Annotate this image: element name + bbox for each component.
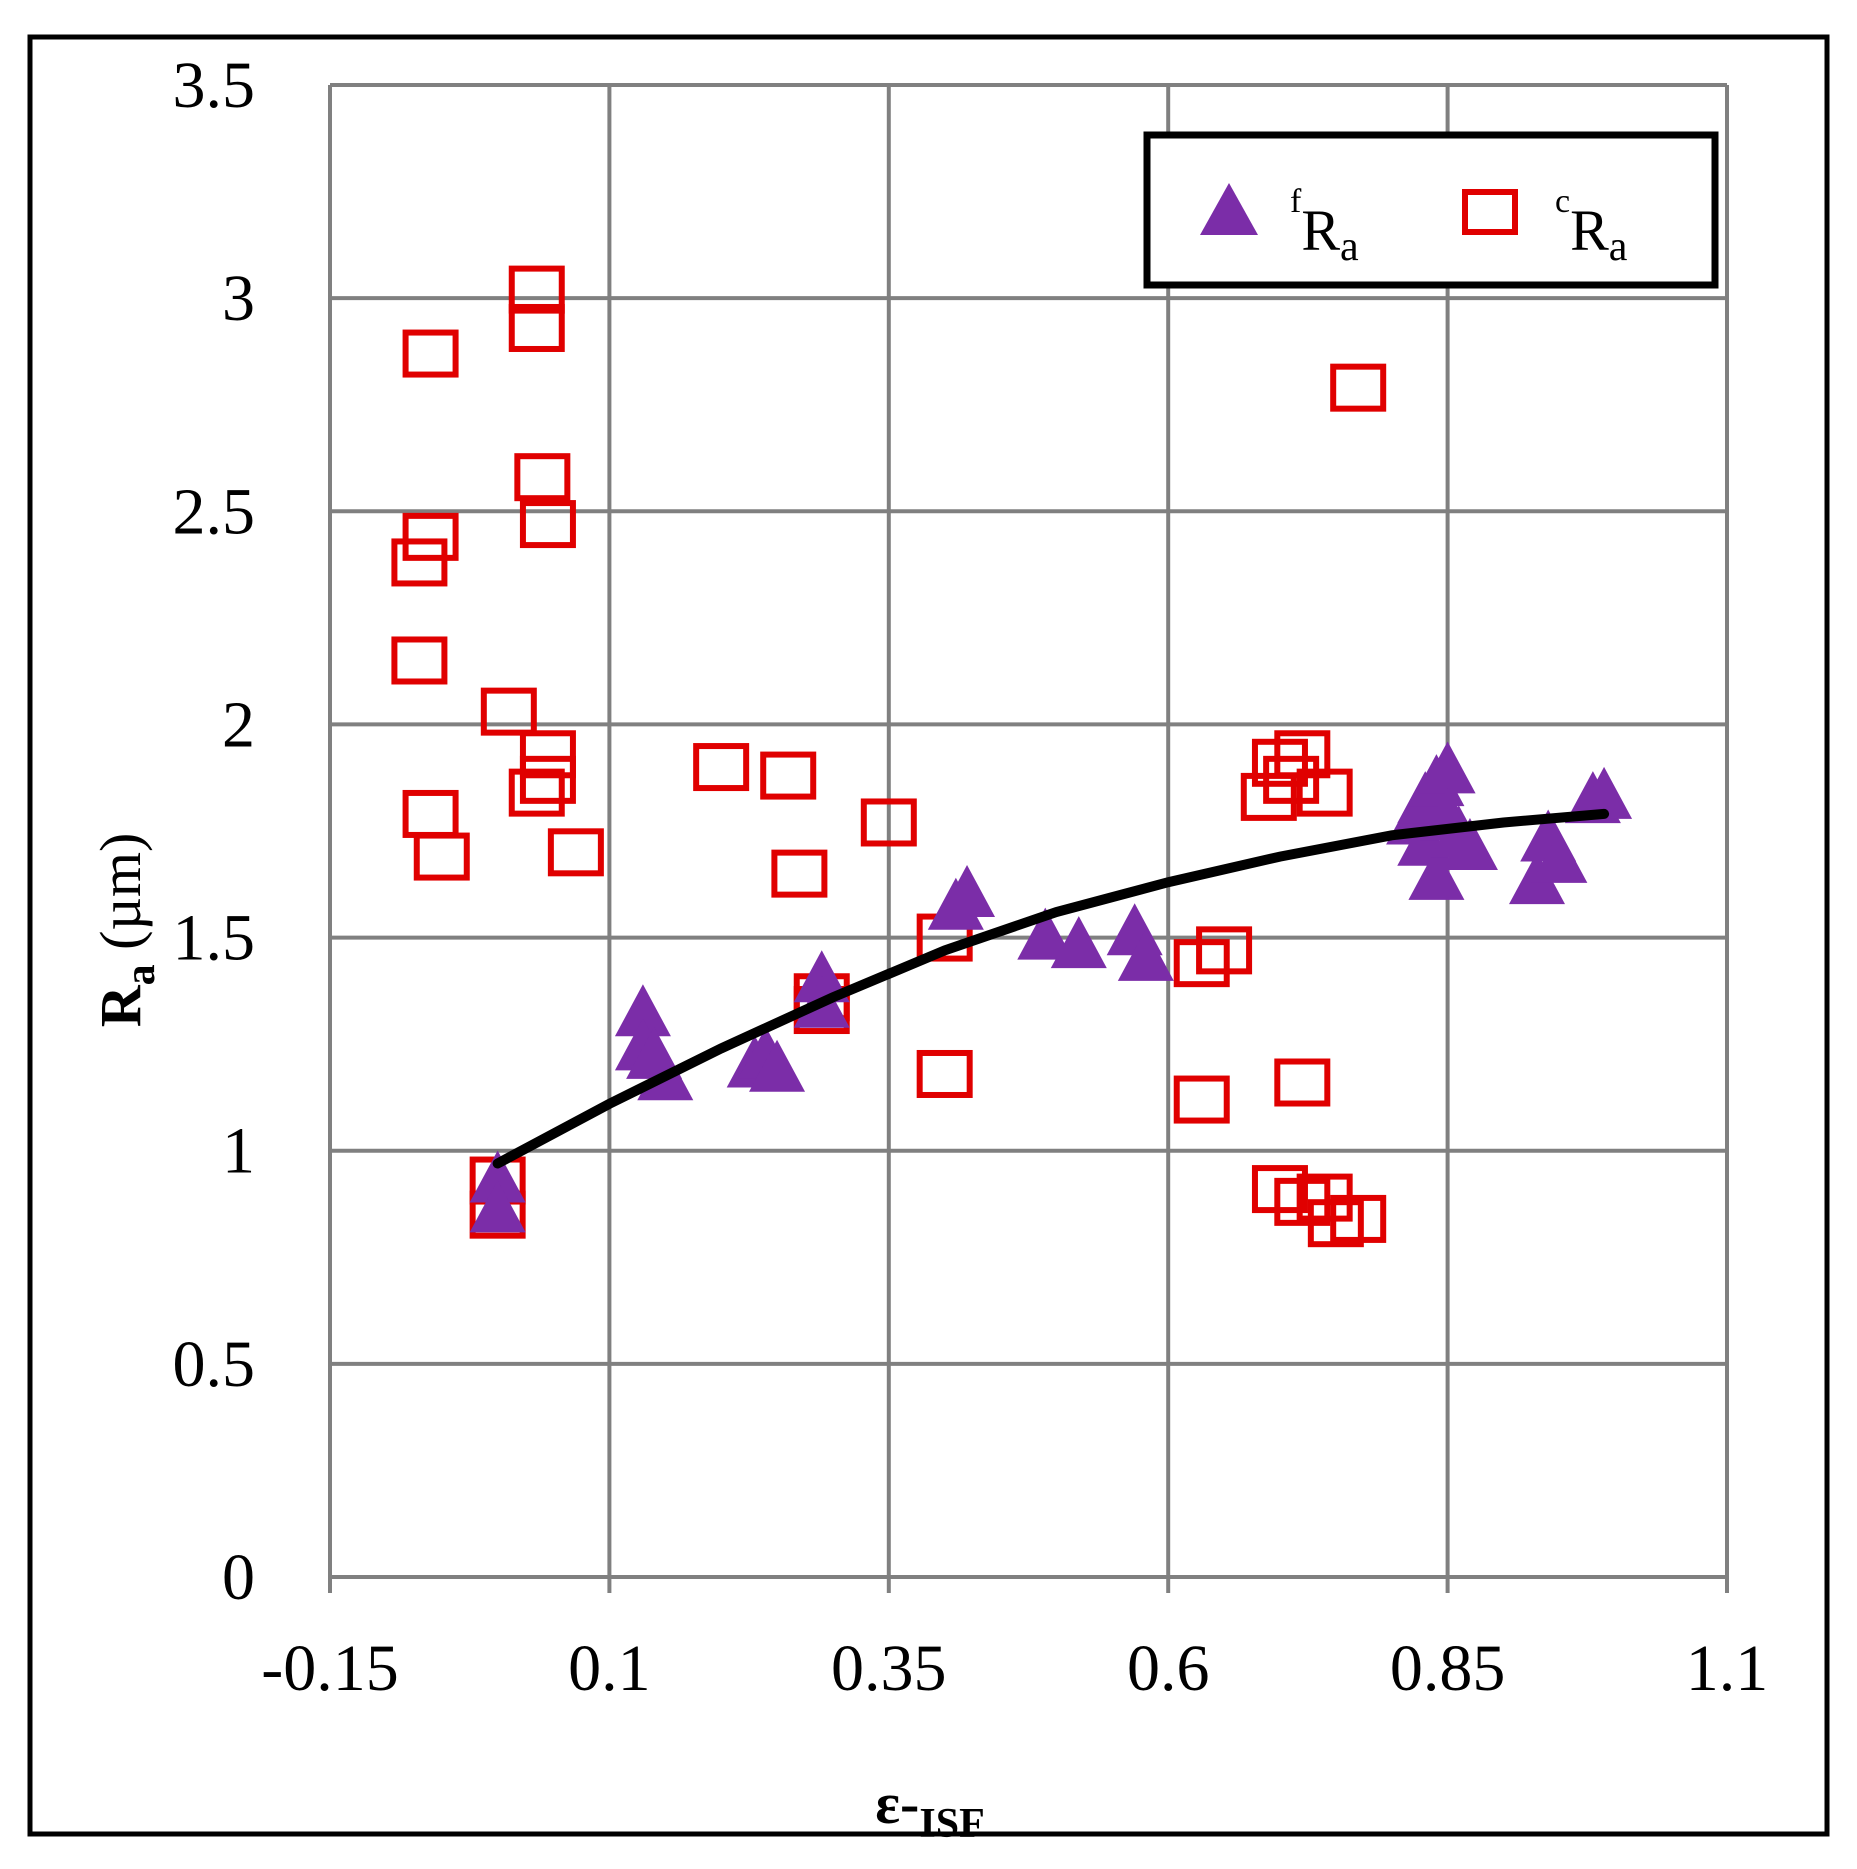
cRa-point xyxy=(514,453,571,502)
fRa-point xyxy=(1408,847,1465,900)
legend-label-fRa-sub: a xyxy=(1340,224,1359,270)
axes xyxy=(328,85,1729,1593)
cRa-point xyxy=(771,849,828,898)
trend-line-group xyxy=(492,808,1610,1169)
fRa-point xyxy=(1576,766,1633,819)
fRa-point xyxy=(1419,741,1476,794)
x-tick-label: -0.15 xyxy=(261,1632,398,1705)
cRa-point xyxy=(413,832,470,881)
legend-label-fRa-main: R xyxy=(1301,198,1340,263)
x-axis-title-sub: ISF xyxy=(919,1801,984,1847)
series-fRa xyxy=(469,741,1633,1233)
y-axis-title-main: R xyxy=(88,984,153,1027)
fRa-point xyxy=(1531,830,1588,883)
fRa-point xyxy=(469,1150,526,1203)
x-axis-title: ε-ISF xyxy=(875,1771,984,1847)
y-tick-label: 2.5 xyxy=(173,475,256,548)
y-axis-title-unit: (µm) xyxy=(88,833,153,965)
legend: fRa cRa xyxy=(1143,131,1719,289)
fRa-point xyxy=(1050,916,1107,969)
fRa-point xyxy=(749,1039,806,1092)
cRa-point xyxy=(480,687,537,736)
fRa-point xyxy=(1441,818,1498,871)
x-axis-title-main: ε- xyxy=(875,1771,919,1836)
outer-border xyxy=(27,34,1830,1837)
cRa-point xyxy=(508,265,565,314)
x-tick-label: 0.6 xyxy=(1127,1632,1210,1705)
cRa-point xyxy=(508,768,565,817)
legend-triangle-icon xyxy=(1200,183,1258,235)
y-axis-title-sub: a xyxy=(118,964,164,985)
cRa-point xyxy=(1330,1194,1387,1243)
cRa-point xyxy=(1274,1058,1331,1107)
series-cRa xyxy=(391,265,1387,1248)
legend-label-cRa-sub: a xyxy=(1609,224,1628,270)
cRa-point xyxy=(391,538,448,587)
cRa-point xyxy=(519,500,576,549)
x-tick-label: 0.85 xyxy=(1390,1632,1506,1705)
legend-label-fRa: fRa xyxy=(1290,183,1359,270)
cRa-point xyxy=(860,798,917,847)
legend-label-cRa: cRa xyxy=(1555,183,1628,270)
y-tick-label: 0.5 xyxy=(173,1328,256,1401)
y-axis-title: Ra (µm) xyxy=(88,833,164,1028)
cRa-point xyxy=(402,512,459,561)
fRa-point xyxy=(614,984,671,1037)
cRa-point xyxy=(1196,926,1253,975)
legend-square-icon xyxy=(1462,189,1518,235)
cRa-point xyxy=(693,743,750,792)
cRa-point xyxy=(519,755,576,804)
y-tick-label: 3 xyxy=(222,262,255,335)
y-tick-label: 1.5 xyxy=(173,902,256,975)
x-tick-labels: -0.15 0.1 0.35 0.6 0.85 1.1 xyxy=(261,1632,1768,1705)
x-tick-label: 0.35 xyxy=(831,1632,947,1705)
legend-label-cRa-main: R xyxy=(1570,198,1609,263)
legend-label-cRa-pre: c xyxy=(1555,183,1570,220)
cRa-point xyxy=(1330,363,1387,412)
cRa-point xyxy=(1263,755,1320,804)
cRa-point xyxy=(391,636,448,685)
cRa-point xyxy=(508,303,565,352)
y-tick-label: 1 xyxy=(222,1115,255,1188)
cRa-point xyxy=(1296,768,1353,817)
y-tick-label: 2 xyxy=(222,688,255,761)
x-tick-label: 0.1 xyxy=(568,1632,651,1705)
cRa-point xyxy=(1173,1075,1230,1124)
x-tick-label: 1.1 xyxy=(1686,1632,1769,1705)
legend-label-fRa-pre: f xyxy=(1290,183,1302,220)
y-tick-label: 0 xyxy=(222,1541,255,1614)
fRa-point xyxy=(1017,907,1074,960)
y-tick-label: 3.5 xyxy=(173,49,256,122)
cRa-point xyxy=(547,828,604,877)
trend-line xyxy=(492,808,1610,1169)
fRa-point xyxy=(939,864,996,917)
fRa-point xyxy=(469,1180,526,1233)
cRa-point xyxy=(402,329,459,378)
cRa-point xyxy=(760,751,817,800)
cRa-point xyxy=(519,730,576,779)
y-tick-labels: 0 0.5 1 1.5 2 2.5 3 3.5 xyxy=(173,49,256,1614)
cRa-point xyxy=(916,1049,973,1098)
fRa-point xyxy=(1117,928,1174,981)
